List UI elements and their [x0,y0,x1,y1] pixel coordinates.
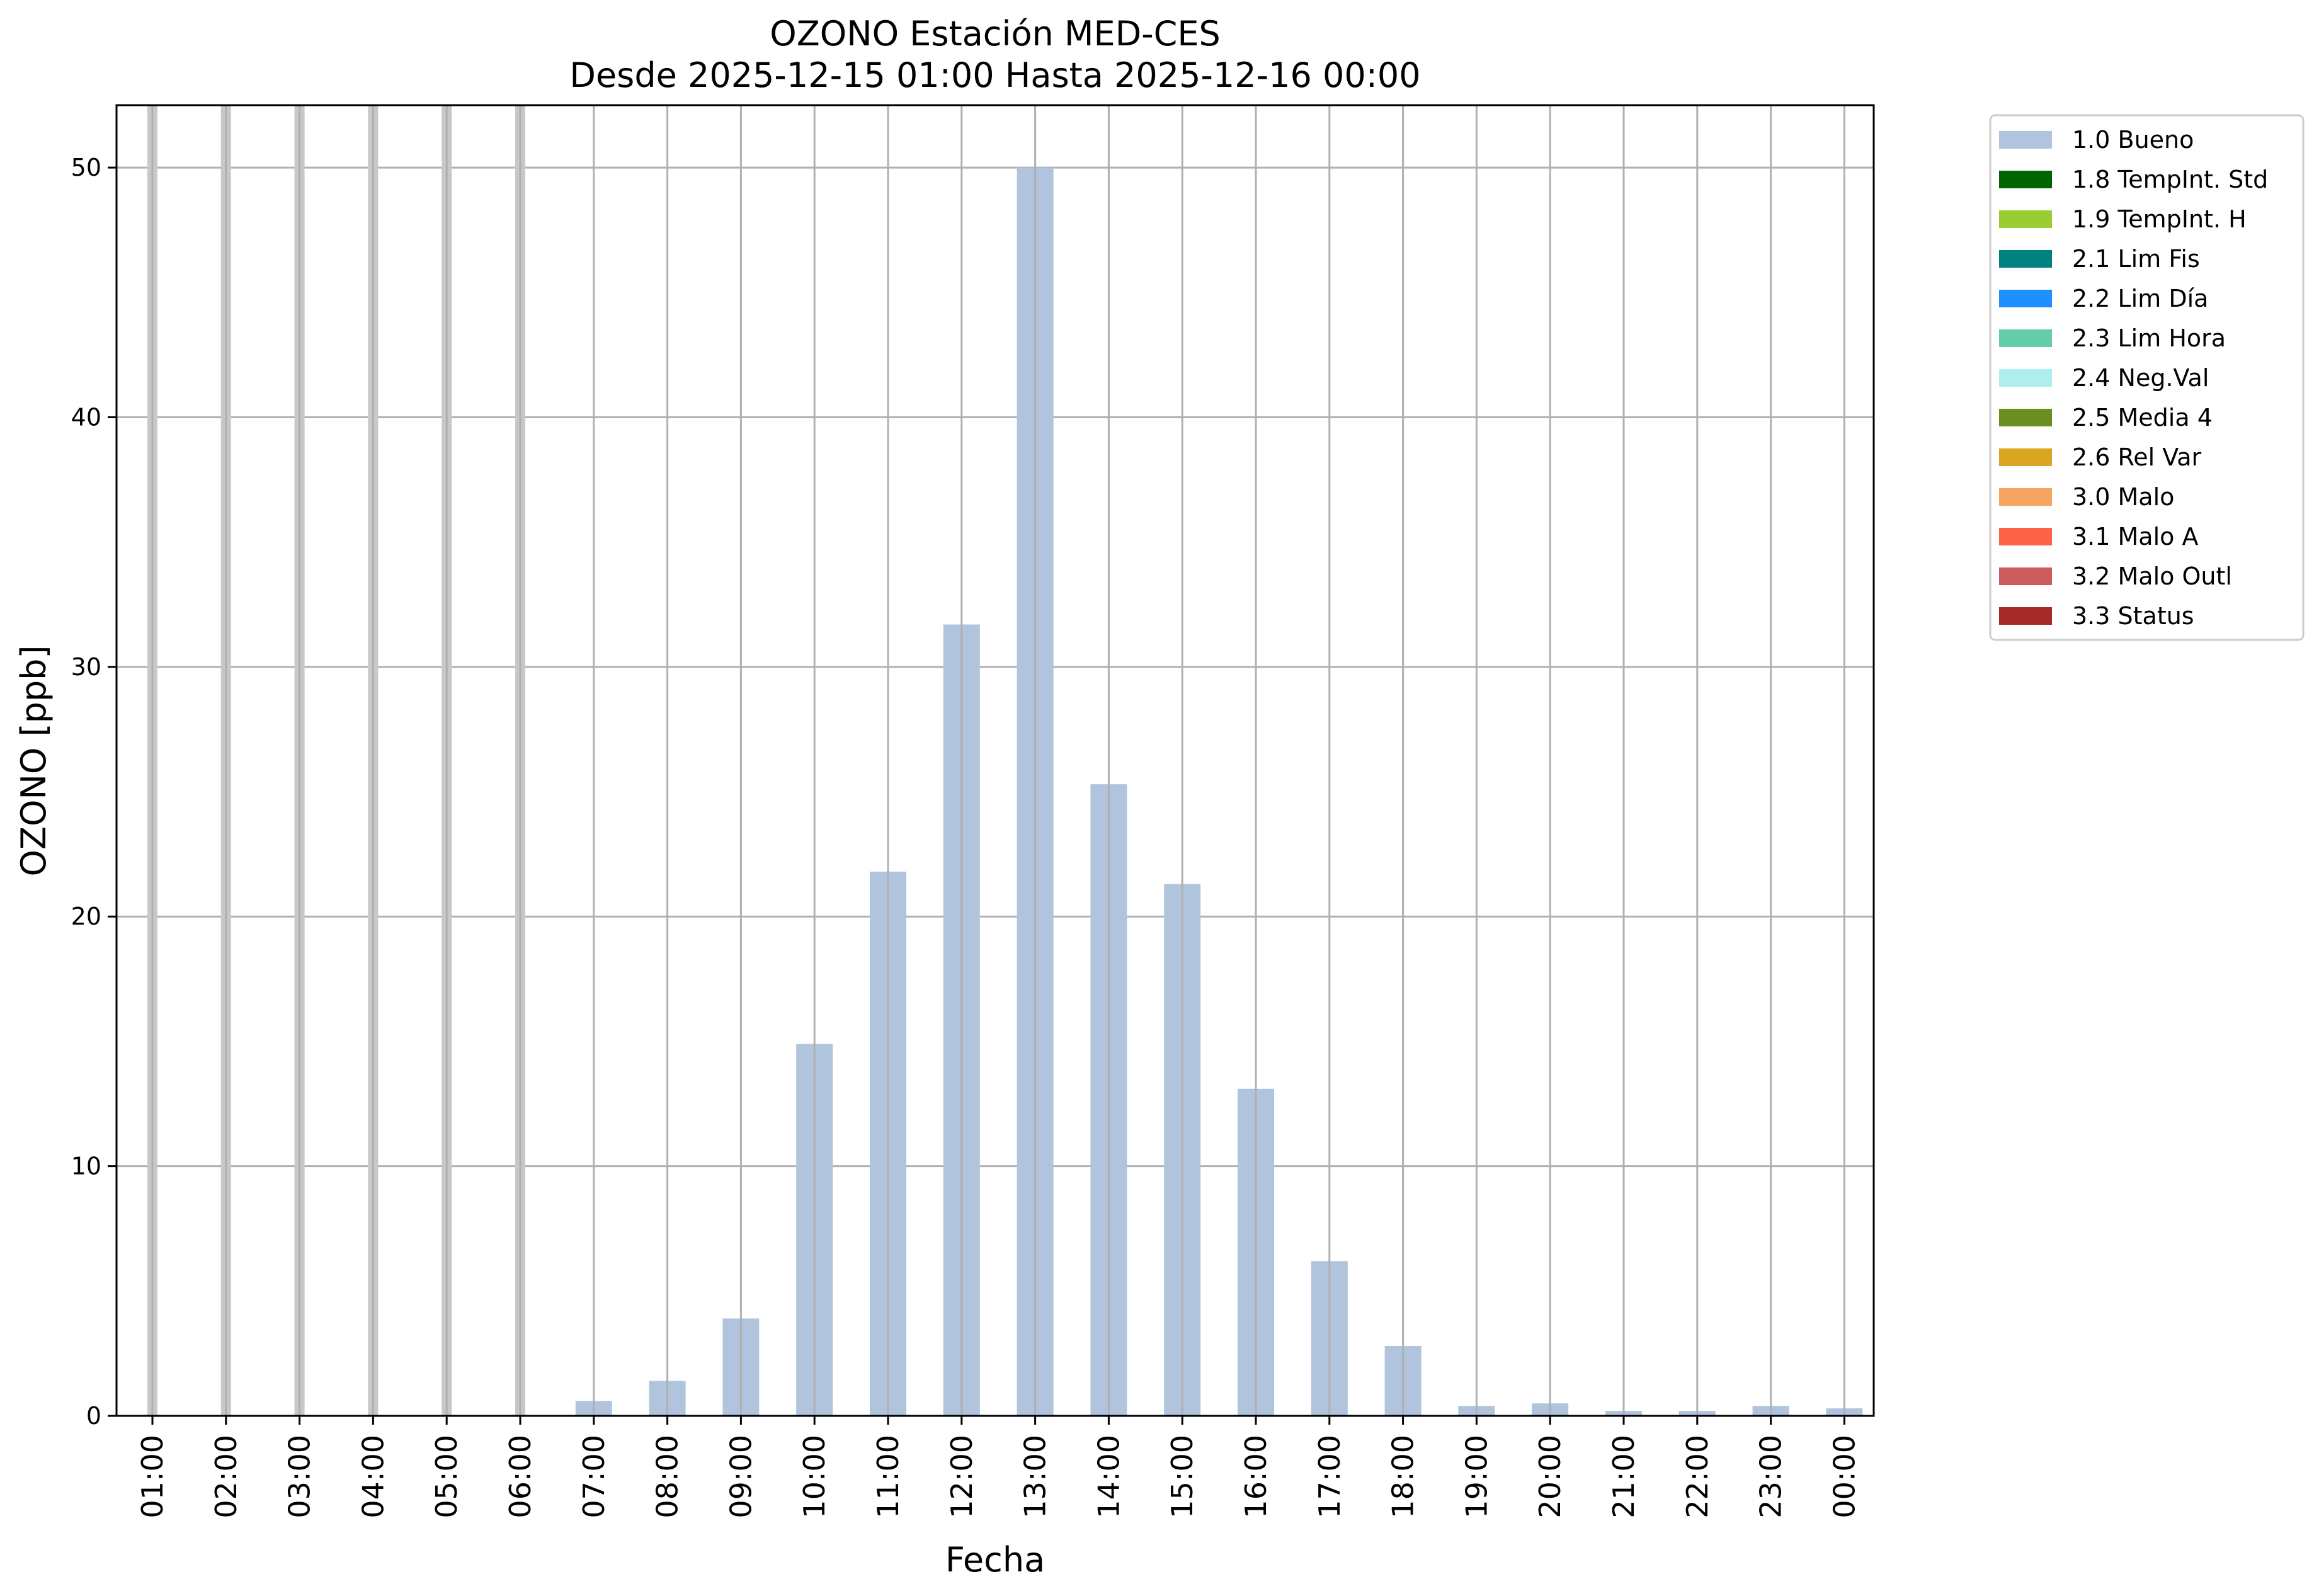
x-tick-label: 21:00 [1607,1435,1641,1519]
y-axis-ticks: 0 10 20 30 40 50 [71,154,117,1430]
legend-label: 3.0 Malo [2072,483,2174,511]
x-tick-label: 01:00 [135,1435,169,1519]
x-tick-label: 17:00 [1313,1435,1347,1519]
legend-label: 2.2 Lim Día [2072,285,2208,312]
legend-label: 1.0 Bueno [2072,126,2194,154]
legend-swatch [1999,369,2052,387]
x-tick-label: 19:00 [1459,1435,1493,1519]
legend-swatch [1999,567,2052,585]
x-tick-label: 10:00 [797,1435,831,1519]
legend-swatch [1999,210,2052,228]
x-tick-label: 16:00 [1239,1435,1273,1519]
x-tick-label: 15:00 [1165,1435,1199,1519]
grid-lines [117,166,1874,1417]
x-tick-label: 23:00 [1754,1435,1788,1519]
legend-label: 2.1 Lim Fis [2072,245,2200,273]
bars [575,168,1863,1416]
x-tick-label: 03:00 [283,1435,317,1519]
legend-label: 1.9 TempInt. H [2072,205,2247,233]
x-tick-label: 05:00 [430,1435,464,1519]
x-axis-ticks: 01:00 02:00 03:00 04:00 05:00 06:00 07:00 08:00… [135,1416,1861,1519]
legend-swatch [1999,488,2052,506]
x-tick-label: 20:00 [1533,1435,1567,1519]
x-tick-label: 12:00 [945,1435,979,1519]
legend-label: 2.5 Media 4 [2072,404,2213,431]
x-tick-label: 06:00 [503,1435,537,1519]
x-tick-label: 13:00 [1018,1435,1052,1519]
legend-swatch [1999,290,2052,307]
legend-swatch [1999,528,2052,545]
legend-label: 2.6 Rel Var [2072,443,2202,471]
missing-data-markers [147,105,525,1416]
y-tick-label: 0 [86,1402,101,1430]
x-tick-label: 18:00 [1386,1435,1420,1519]
chart-subtitle: Desde 2025-12-15 01:00 Hasta 2025-12-16 … [569,55,1420,95]
y-axis-label: OZONO [ppb] [14,645,54,876]
chart-title: OZONO Estación MED-CES [770,14,1221,54]
x-tick-label: 04:00 [356,1435,390,1519]
x-tick-label: 14:00 [1091,1435,1125,1519]
legend-label: 2.4 Neg.Val [2072,364,2209,392]
legend-swatch [1999,607,2052,625]
x-tick-label: 11:00 [871,1435,905,1519]
legend-label: 2.3 Lim Hora [2072,324,2226,352]
x-tick-label: 09:00 [724,1435,758,1519]
legend-label: 1.8 TempInt. Std [2072,166,2268,193]
legend-frame [1989,114,2305,641]
y-tick-label: 20 [71,903,101,930]
x-axis-label: Fecha [945,1540,1045,1580]
legend: 1.0 Bueno 1.8 TempInt. Std 1.9 TempInt. H 2… [1989,114,2305,641]
legend-label: 3.3 Status [2072,602,2194,630]
vertical-grid-lines [151,105,1845,1416]
y-tick-label: 40 [71,403,101,431]
plot-area-frame [115,104,1875,1417]
legend-swatch [1999,409,2052,426]
y-tick-label: 10 [71,1153,101,1180]
y-tick-label: 30 [71,653,101,681]
legend-swatch [1999,131,2052,149]
legend-swatch [1999,171,2052,188]
legend-swatch [1999,448,2052,466]
x-tick-label: 02:00 [209,1435,243,1519]
x-tick-label: 22:00 [1680,1435,1714,1519]
x-tick-label: 00:00 [1827,1435,1861,1519]
legend-label: 3.1 Malo A [2072,523,2198,550]
x-tick-label: 08:00 [651,1435,685,1519]
legend-label: 3.2 Malo Outl [2072,562,2232,590]
legend-swatch [1999,329,2052,347]
x-tick-label: 07:00 [577,1435,611,1519]
legend-swatch [1999,250,2052,268]
y-tick-label: 50 [71,154,101,181]
